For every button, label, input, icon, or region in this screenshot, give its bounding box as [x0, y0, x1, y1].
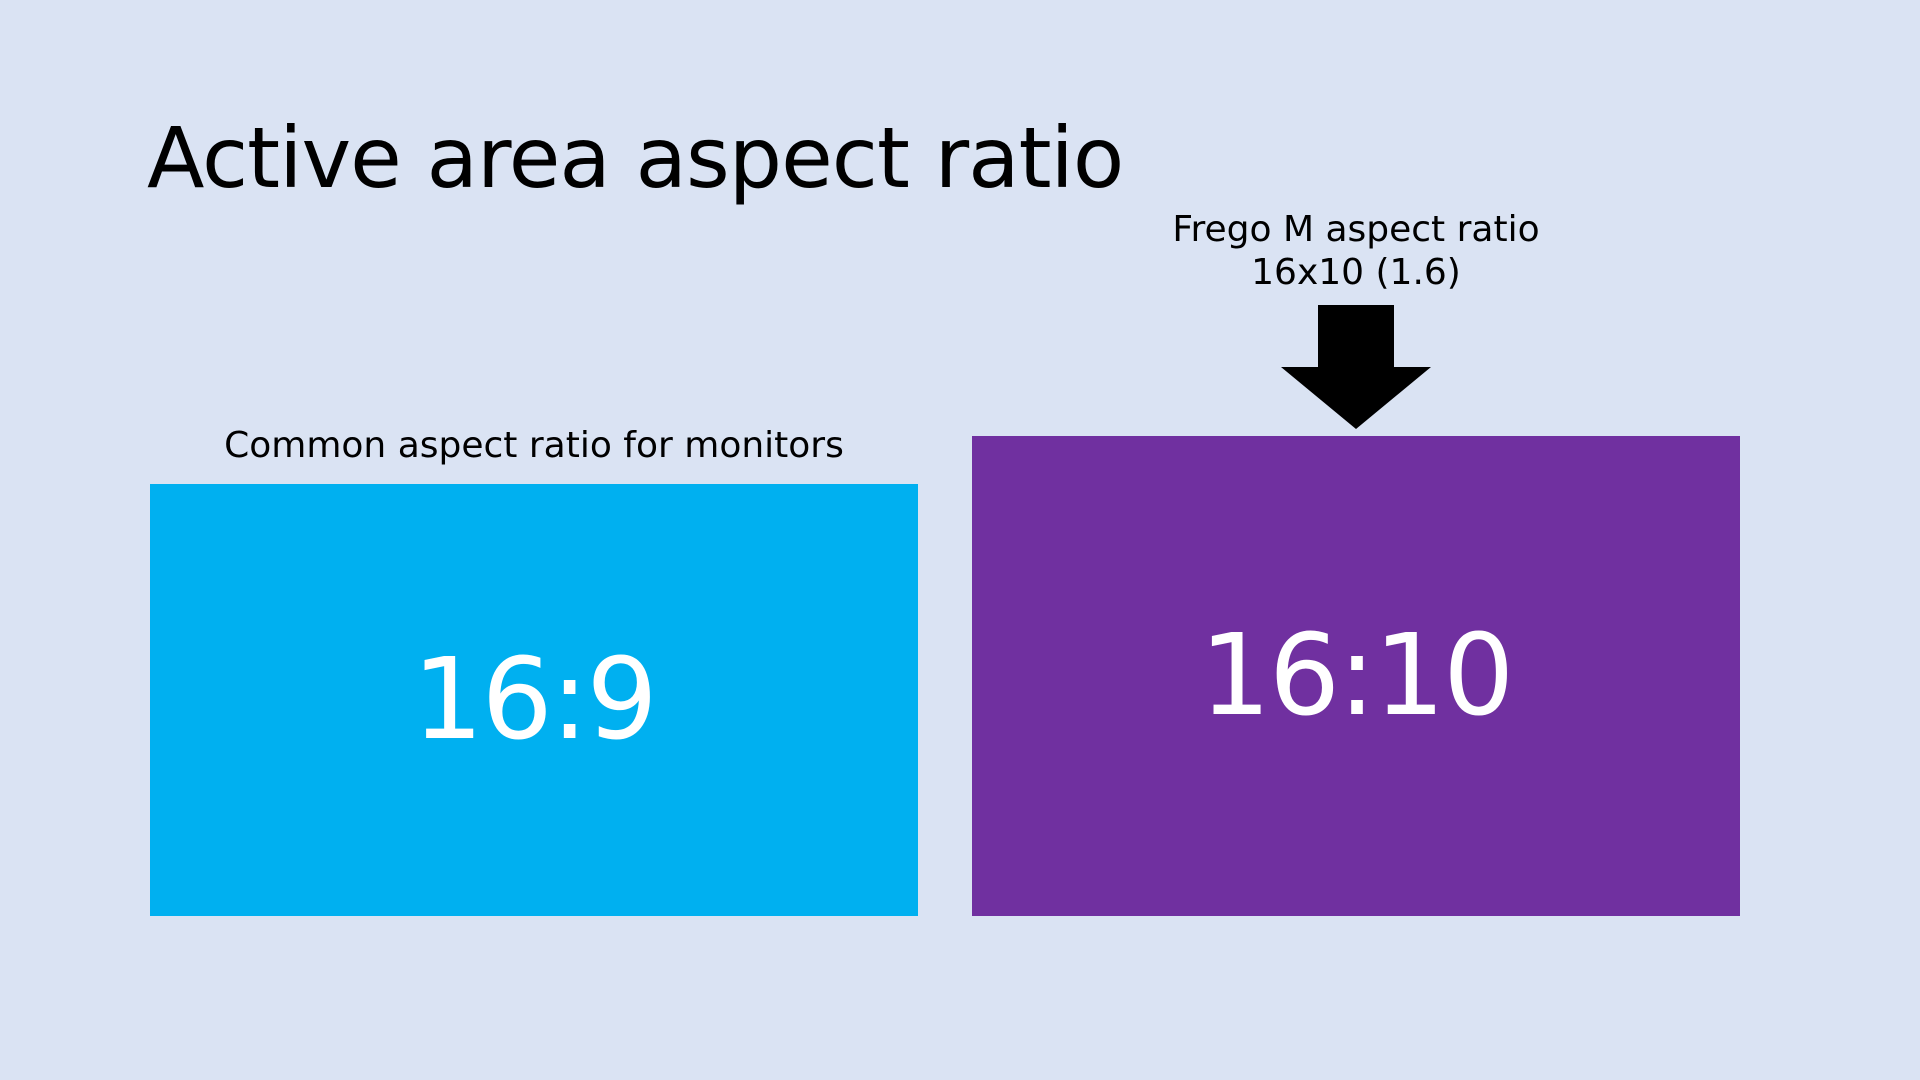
ratio-box-16-10: 16:10 [972, 436, 1740, 916]
frego-ratio-caption-line1: Frego M aspect ratio [1172, 209, 1540, 250]
ratio-label-16-9: 16:9 [412, 635, 658, 765]
frego-ratio-caption-line2: 16x10 (1.6) [1251, 252, 1461, 294]
down-arrow-icon [1281, 305, 1431, 429]
frego-ratio-caption: Frego M aspect ratio 16x10 (1.6) [972, 208, 1740, 294]
slide-title: Active area aspect ratio [147, 109, 1124, 207]
common-ratio-caption: Common aspect ratio for monitors [224, 425, 844, 466]
down-arrow-shape [1281, 305, 1431, 429]
ratio-box-16-9: 16:9 [150, 484, 918, 916]
ratio-label-16-10: 16:10 [1199, 611, 1515, 741]
